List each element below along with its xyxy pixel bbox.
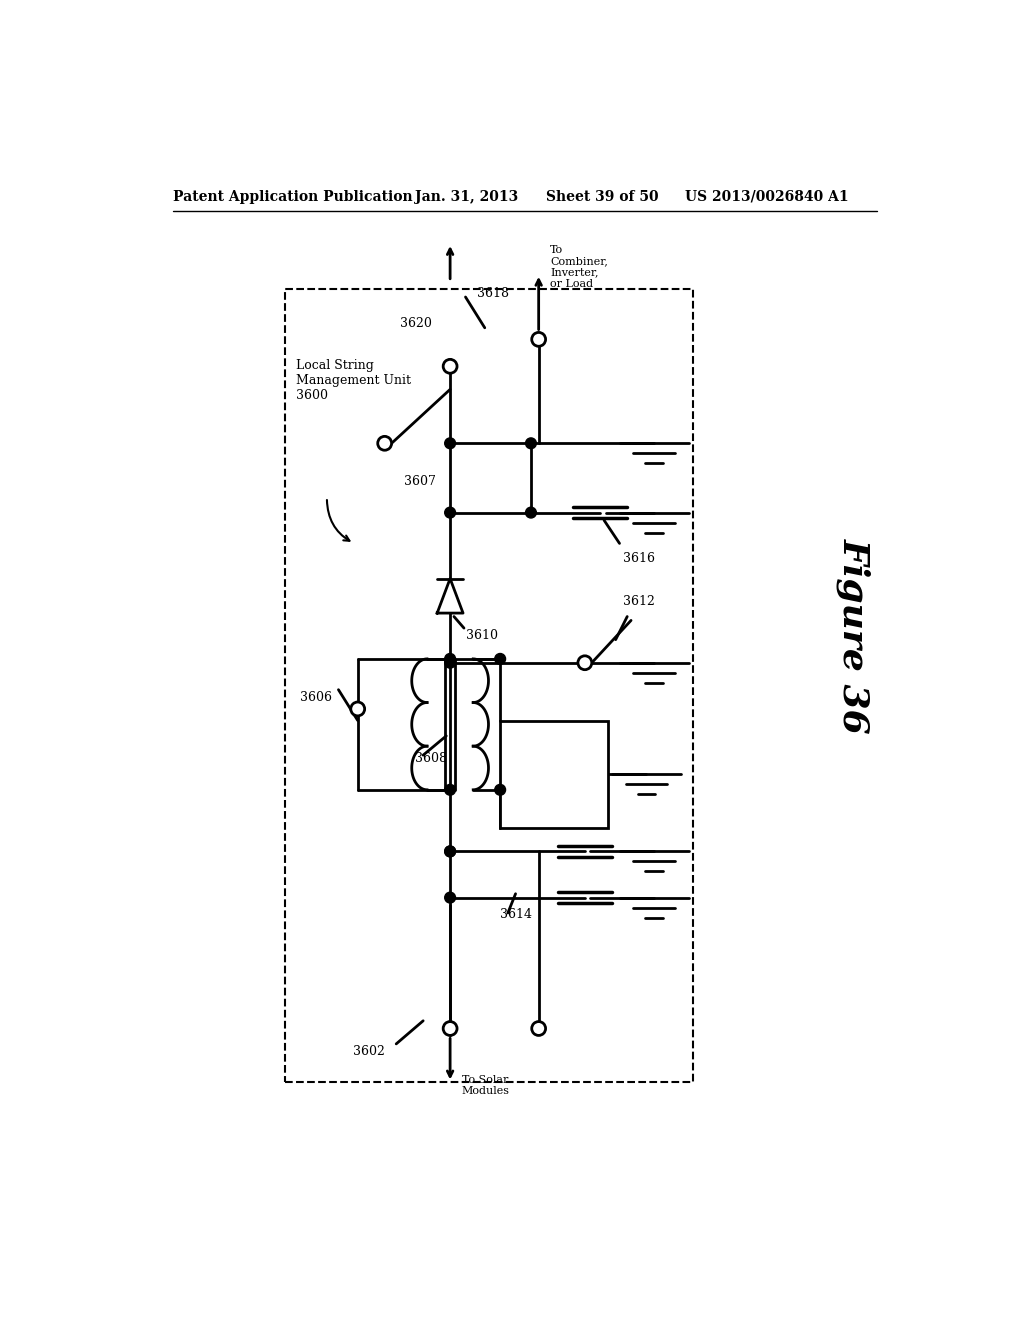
Text: US 2013/0026840 A1: US 2013/0026840 A1 <box>685 190 849 203</box>
Circle shape <box>531 1022 546 1035</box>
Circle shape <box>578 656 592 669</box>
Circle shape <box>444 784 456 795</box>
Text: 3607: 3607 <box>403 475 436 488</box>
Circle shape <box>444 846 456 857</box>
Text: 3620: 3620 <box>400 317 432 330</box>
Circle shape <box>495 653 506 664</box>
Text: 3608: 3608 <box>416 752 447 766</box>
Circle shape <box>444 653 456 664</box>
Circle shape <box>351 702 365 715</box>
Text: To Solar
Modules: To Solar Modules <box>462 1074 510 1097</box>
Text: Sheet 39 of 50: Sheet 39 of 50 <box>547 190 659 203</box>
Text: Figure 36: Figure 36 <box>837 539 871 734</box>
Text: Local String
Management Unit
3600: Local String Management Unit 3600 <box>296 359 411 401</box>
Text: Jan. 31, 2013: Jan. 31, 2013 <box>416 190 519 203</box>
Circle shape <box>495 784 506 795</box>
Text: To
Combiner,
Inverter,
or Load: To Combiner, Inverter, or Load <box>550 244 608 289</box>
Polygon shape <box>437 578 463 612</box>
Text: 3606: 3606 <box>300 690 332 704</box>
Text: 3616: 3616 <box>624 552 655 565</box>
Circle shape <box>443 359 457 374</box>
Circle shape <box>444 846 456 857</box>
Text: 3612: 3612 <box>624 594 655 607</box>
Circle shape <box>444 892 456 903</box>
Text: Local
Controller
3604: Local Controller 3604 <box>521 748 587 792</box>
Circle shape <box>525 438 537 449</box>
Text: Patent Application Publication: Patent Application Publication <box>173 190 413 203</box>
Circle shape <box>444 657 456 668</box>
Text: 3602: 3602 <box>353 1045 385 1059</box>
Circle shape <box>444 438 456 449</box>
Circle shape <box>531 333 546 346</box>
Circle shape <box>525 507 537 517</box>
Circle shape <box>443 1022 457 1035</box>
Text: 3618: 3618 <box>477 286 509 300</box>
Text: 3610: 3610 <box>466 630 498 643</box>
Circle shape <box>378 437 391 450</box>
Bar <box>500 721 608 829</box>
Text: 3614: 3614 <box>500 908 532 921</box>
Bar <box>285 289 692 1082</box>
Circle shape <box>444 507 456 517</box>
